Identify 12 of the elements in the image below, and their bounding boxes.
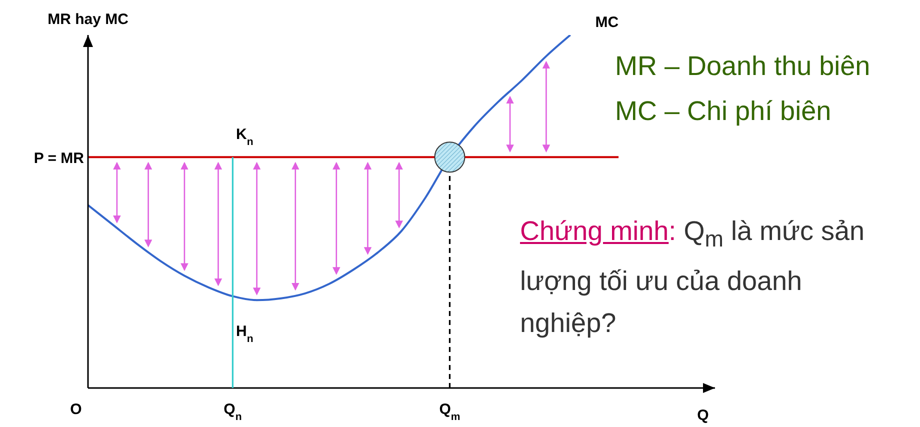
y-axis-title: MR hay MC: [48, 11, 129, 28]
series-label: MC: [595, 14, 619, 31]
annotation: K$_{n}$: [236, 126, 254, 148]
x-tick-label: O: [70, 401, 82, 418]
annotation: Chứng minh: Q$_{m}$ là mức sản lượng tối ưu của doanh nghiệp?: [520, 216, 865, 338]
x-tick-label: Q$_{n}$: [224, 401, 242, 423]
x-tick-label: Q$_{m}$: [439, 401, 460, 423]
series-label: P = MR: [34, 150, 84, 168]
x-axis-title: Q: [697, 407, 710, 424]
annotation: H$_{n}$: [236, 323, 254, 346]
annotation: MC – Chi phí biên: [615, 96, 832, 126]
annotation: MR – Doanh thu biên: [615, 51, 870, 81]
